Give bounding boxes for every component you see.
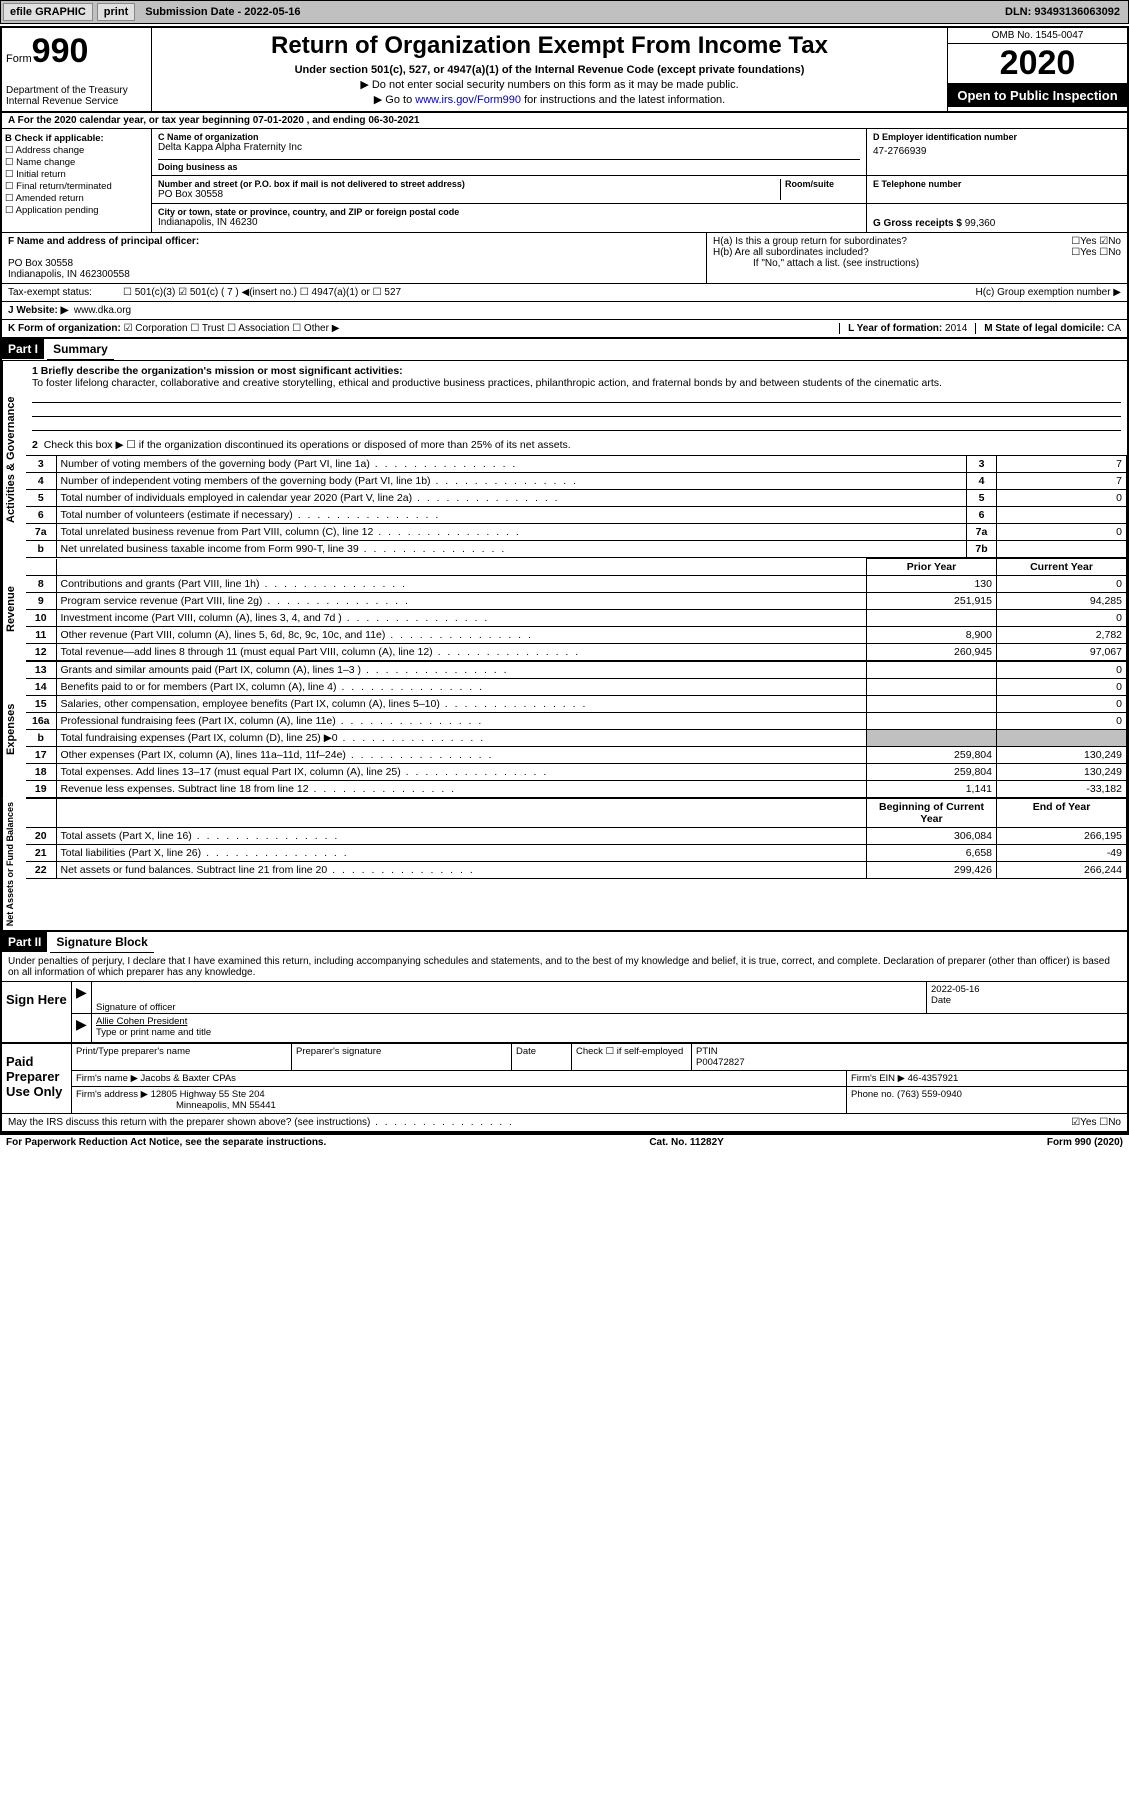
header-mid: Return of Organization Exempt From Incom… (152, 28, 947, 111)
form-header: Form990 Department of the Treasury Inter… (2, 28, 1127, 113)
submission-date: Submission Date - 2022-05-16 (139, 6, 300, 18)
line-a: A For the 2020 calendar year, or tax yea… (2, 113, 1127, 129)
activities-governance: Activities & Governance 1 Briefly descri… (2, 360, 1127, 558)
print-button[interactable]: print (97, 3, 135, 21)
paid-preparer-block: Paid Preparer Use Only Print/Type prepar… (2, 1042, 1127, 1113)
open-inspection: Open to Public Inspection (948, 84, 1127, 107)
form-990: Form990 Department of the Treasury Inter… (0, 26, 1129, 1135)
form-subtitle: Under section 501(c), 527, or 4947(a)(1)… (160, 64, 939, 76)
discuss-row: May the IRS discuss this return with the… (2, 1113, 1127, 1133)
revenue-section: Revenue Prior YearCurrent Year 8Contribu… (2, 558, 1127, 661)
website: www.dka.org (74, 305, 131, 316)
phone-cell: E Telephone number (867, 176, 1127, 203)
line2: 2 Check this box ▶ ☐ if the organization… (26, 435, 1127, 455)
footer-left: For Paperwork Reduction Act Notice, see … (6, 1137, 326, 1148)
website-row: J Website: ▶ www.dka.org (2, 302, 1127, 320)
efile-graphic-button[interactable]: efile GRAPHIC (3, 3, 93, 21)
tax-year: 2020 (948, 44, 1127, 84)
part2-tag: Part II (2, 932, 47, 952)
part1-tag: Part I (2, 339, 44, 359)
side-revenue: Revenue (2, 558, 26, 661)
box-h: H(a) Is this a group return for subordin… (707, 233, 1127, 283)
sign-here-block: Sign Here ▶ Signature of officer 2022-05… (2, 981, 1127, 1042)
header-left: Form990 Department of the Treasury Inter… (2, 28, 152, 111)
governance-table: 3Number of voting members of the governi… (26, 455, 1127, 558)
note-link: ▶ Go to www.irs.gov/Form990 for instruct… (160, 93, 939, 106)
gross-receipts: 99,360 (965, 218, 996, 229)
page-footer: For Paperwork Reduction Act Notice, see … (0, 1135, 1129, 1150)
expenses-section: Expenses 13Grants and similar amounts pa… (2, 661, 1127, 798)
footer-mid: Cat. No. 11282Y (649, 1137, 723, 1148)
part1-header-row: Part I Summary (2, 339, 1127, 360)
header-right: OMB No. 1545-0047 2020 Open to Public In… (947, 28, 1127, 111)
form-number: 990 (32, 32, 89, 70)
box-cd: C Name of organization Delta Kappa Alpha… (152, 129, 1127, 232)
side-expenses: Expenses (2, 661, 26, 798)
tax-status-opts: ☐ 501(c)(3) ☑ 501(c) ( 7 ) ◀(insert no.)… (123, 287, 401, 298)
department: Department of the Treasury Internal Reve… (6, 85, 147, 107)
gross-receipts-cell: G Gross receipts $ 99,360 (867, 204, 1127, 232)
mission-block: 1 Briefly describe the organization's mi… (26, 361, 1127, 435)
form-label: Form (6, 53, 32, 65)
ein: 47-2766939 (873, 146, 1121, 157)
form-title: Return of Organization Exempt From Incom… (160, 32, 939, 60)
sign-here-label: Sign Here (2, 982, 72, 1042)
netassets-section: Net Assets or Fund Balances Beginning of… (2, 798, 1127, 930)
perjury-statement: Under penalties of perjury, I declare th… (2, 953, 1127, 981)
efile-bar: efile GRAPHIC print Submission Date - 20… (0, 0, 1129, 24)
mission-text: To foster lifelong character, collaborat… (32, 377, 942, 389)
netassets-table: Beginning of Current YearEnd of Year 20T… (26, 798, 1127, 879)
side-activities: Activities & Governance (2, 361, 26, 558)
ein-cell: D Employer identification number 47-2766… (867, 129, 1127, 175)
box-f: F Name and address of principal officer:… (2, 233, 707, 283)
row-klm: K Form of organization: ☑ Corporation ☐ … (2, 320, 1127, 339)
box-b: B Check if applicable: ☐ Address change … (2, 129, 152, 232)
org-name: Delta Kappa Alpha Fraternity Inc (158, 142, 860, 153)
revenue-table: Prior YearCurrent Year 8Contributions an… (26, 558, 1127, 661)
city-state-zip: Indianapolis, IN 46230 (158, 217, 860, 228)
part2-title: Signature Block (50, 932, 153, 953)
row-fh: F Name and address of principal officer:… (2, 233, 1127, 284)
paid-preparer-label: Paid Preparer Use Only (2, 1044, 72, 1113)
dln: DLN: 93493136063092 (1005, 6, 1126, 18)
city-cell: City or town, state or province, country… (152, 204, 867, 232)
expenses-table: 13Grants and similar amounts paid (Part … (26, 661, 1127, 798)
footer-right: Form 990 (2020) (1047, 1137, 1123, 1148)
address-cell: Number and street (or P.O. box if mail i… (152, 176, 867, 203)
section-identity: B Check if applicable: ☐ Address change … (2, 129, 1127, 233)
org-name-cell: C Name of organization Delta Kappa Alpha… (152, 129, 867, 175)
omb-number: OMB No. 1545-0047 (948, 28, 1127, 44)
side-netassets: Net Assets or Fund Balances (2, 798, 26, 930)
part1-title: Summary (47, 339, 114, 360)
box-hc: H(c) Group exemption number ▶ (975, 287, 1121, 298)
tax-status-row: Tax-exempt status: ☐ 501(c)(3) ☑ 501(c) … (2, 284, 1127, 302)
irs-link[interactable]: www.irs.gov/Form990 (415, 94, 521, 106)
note-ssn: ▶ Do not enter social security numbers o… (160, 78, 939, 91)
part2-header-row: Part II Signature Block (2, 930, 1127, 953)
street-address: PO Box 30558 (158, 189, 780, 200)
